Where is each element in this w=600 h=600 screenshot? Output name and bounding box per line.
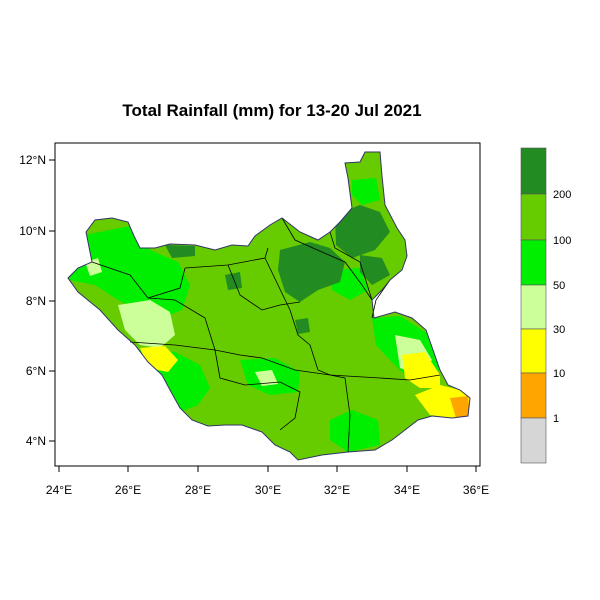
lon-tick-label: 26°E — [115, 483, 141, 497]
lon-tick-label: 30°E — [255, 483, 281, 497]
lat-tick-label: 8°N — [26, 294, 46, 308]
state-boundary-south-center — [214, 349, 301, 431]
lat-tick-label: 6°N — [26, 364, 46, 378]
rainfall-zone-patch-b — [295, 318, 310, 334]
legend-label: 100 — [553, 235, 571, 247]
lon-tick-label: 28°E — [185, 483, 211, 497]
state-boundary-center-b — [264, 257, 311, 346]
state-boundary-east — [329, 374, 441, 381]
rainfall-zone-patch-a — [225, 272, 242, 290]
map-title: Total Rainfall (mm) for 13-20 Jul 2021 — [122, 101, 422, 120]
lat-tick-marks — [49, 159, 55, 442]
rainfall-base-zone — [68, 152, 470, 460]
legend-label: 50 — [553, 280, 565, 292]
state-boundary-west-south — [129, 341, 331, 376]
lat-tick-label: 12°N — [19, 153, 46, 167]
state-boundary-upper-nile — [329, 231, 373, 301]
legend-label: 10 — [553, 368, 565, 380]
legend-swatch-1-10 — [520, 372, 547, 419]
legend-label: 200 — [553, 189, 571, 201]
lon-tick-label: 24°E — [46, 483, 72, 497]
lon-tick-marks — [58, 466, 477, 472]
legend-colorbar — [520, 147, 547, 464]
legend-swatch-100-200 — [520, 193, 547, 241]
rainfall-field — [68, 152, 470, 460]
state-boundary-west-center — [147, 297, 216, 351]
rainfall-zone-east-10-30 — [402, 352, 440, 388]
rainfall-zone-central-30-50 — [255, 370, 278, 386]
lat-tick-label: 4°N — [26, 434, 46, 448]
lat-tick-label: 10°N — [19, 224, 46, 238]
state-boundary-south — [309, 344, 351, 453]
legend-label: 1 — [553, 413, 559, 425]
state-boundary-north — [281, 217, 373, 301]
legend-swatch-above-200 — [520, 147, 547, 195]
lon-tick-label: 34°E — [394, 483, 420, 497]
rainfall-zone-south-50-100 — [330, 410, 380, 452]
legend-swatch-below-1 — [520, 417, 547, 464]
country-outline — [67, 151, 471, 461]
legend-label: 30 — [553, 324, 565, 336]
rainfall-zone-southeast-1-10 — [450, 396, 470, 418]
lon-tick-label: 36°E — [463, 483, 489, 497]
rainfall-zone-northwest-200 — [165, 245, 195, 258]
lon-tick-label: 32°E — [324, 483, 350, 497]
rainfall-zone-northeast-200 — [278, 242, 345, 302]
rainfall-zone-west-30-50 — [118, 300, 175, 348]
state-boundaries — [91, 217, 441, 453]
rainfall-zone-far-north-50-100 — [352, 178, 380, 205]
legend-swatch-50-100 — [520, 239, 547, 286]
state-boundary-north-center — [184, 247, 269, 269]
legend-swatch-10-30 — [520, 328, 547, 374]
rainfall-zone-eastern-200 — [360, 255, 390, 285]
legend-swatch-30-50 — [520, 284, 547, 330]
rainfall-zone-upper-nile-200 — [335, 205, 390, 258]
state-boundary-center-a — [227, 264, 301, 311]
